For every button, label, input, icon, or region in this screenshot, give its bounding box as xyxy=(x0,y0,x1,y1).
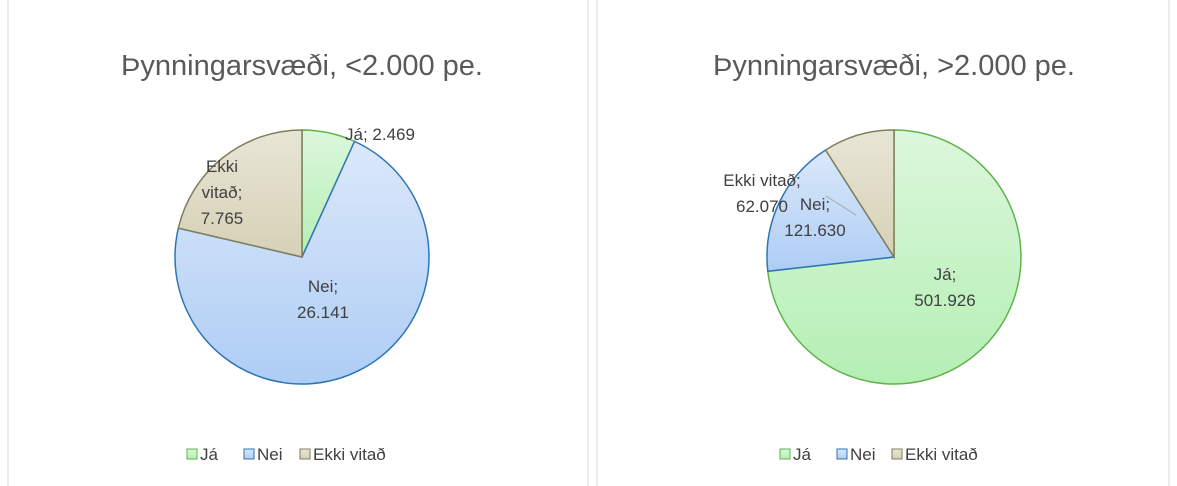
data-label: Ekki vitað; 62.070 xyxy=(723,171,800,216)
legend-label: Nei xyxy=(257,445,283,464)
legend-label: Nei xyxy=(850,445,876,464)
panel xyxy=(596,0,1170,486)
data-label: Ekki vitað; 7.765 xyxy=(201,157,244,228)
data-label: Já; 501.926 xyxy=(914,265,975,310)
chart-title: Þynningarsvæði, <2.000 pe. xyxy=(121,50,483,82)
data-label: Nei; 26.141 xyxy=(297,277,349,322)
pie-slice xyxy=(766,148,896,273)
legend-swatch xyxy=(779,448,791,460)
chart-title: Þynningarsvæði, >2.000 pe. xyxy=(713,50,1075,82)
data-label: Nei; 121.630 xyxy=(784,195,845,240)
leader-line xyxy=(825,195,857,216)
legend-swatch xyxy=(243,448,255,460)
legend-swatch xyxy=(836,448,848,460)
legend-label: Ekki vitað xyxy=(313,445,386,464)
legend-swatch xyxy=(299,448,311,460)
legend-swatch xyxy=(891,448,903,460)
pie-slice xyxy=(177,129,303,258)
legend-label: Já xyxy=(793,445,812,464)
legend-label: Ekki vitað xyxy=(905,445,978,464)
legend-label: Já xyxy=(200,445,219,464)
pie-slice xyxy=(824,129,895,260)
pie-slice xyxy=(174,140,430,385)
legend-swatch xyxy=(186,448,198,460)
data-label: Já; 2.469 xyxy=(345,125,415,144)
panel xyxy=(7,0,589,486)
